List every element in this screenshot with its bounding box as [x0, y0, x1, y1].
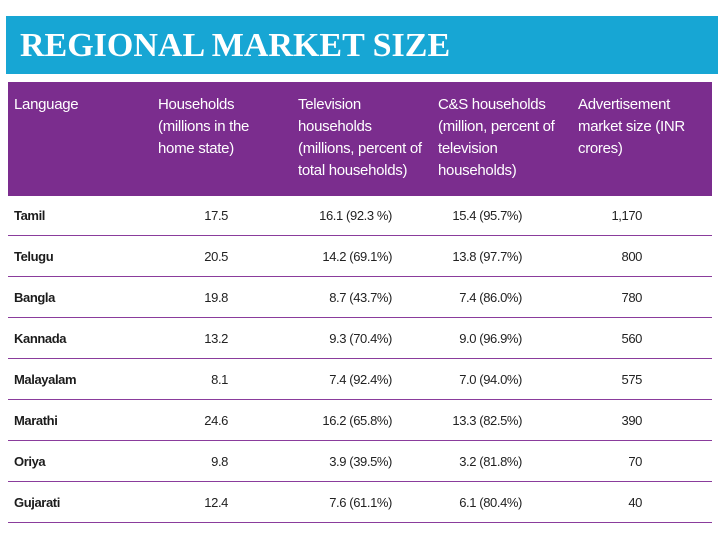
cell-language: Telugu	[14, 248, 54, 264]
cell-cs-households: 9.0 (96.9%)	[459, 330, 522, 346]
cell-ad-market-size: 800	[621, 248, 643, 264]
cell-cs-households: 6.1 (80.4%)	[459, 494, 522, 510]
cell-language: Bangla	[14, 289, 55, 305]
table-row: Oriya 9.8 3.9 (39.5%) 3.2 (81.8%) 70	[8, 441, 712, 482]
cell-tv-households: 8.7 (43.7%)	[329, 289, 392, 305]
cell-households: 8.1	[211, 371, 228, 387]
cell-households: 19.8	[204, 289, 228, 305]
cell-tv-households: 3.9 (39.5%)	[329, 453, 392, 469]
header-language: Language	[14, 96, 79, 113]
cell-ad-market-size: 70	[628, 453, 642, 469]
cell-households: 20.5	[204, 248, 228, 264]
cell-ad-market-size: 390	[621, 412, 643, 428]
cell-ad-market-size: 560	[621, 330, 643, 346]
header-cs-households: C&S households (million, percent of tele…	[438, 96, 555, 179]
table-header: Language Households (millions in the hom…	[8, 82, 712, 195]
cell-cs-households: 7.0 (94.0%)	[459, 371, 522, 387]
cell-households: 24.6	[204, 412, 228, 428]
slide-title-bar: REGIONAL MARKET SIZE	[6, 16, 718, 74]
cell-cs-households: 15.4 (95.7%)	[452, 208, 522, 223]
header-row: Language Households (millions in the hom…	[8, 82, 712, 195]
table-body: Tamil 17.5 16.1 (92.3 %) 15.4 (95.7%) 1,…	[8, 194, 712, 523]
table-row: Gujarati 12.4 7.6 (61.1%) 6.1 (80.4%) 40	[8, 482, 712, 523]
cell-tv-households: 9.3 (70.4%)	[329, 330, 392, 346]
cell-language: Malayalam	[14, 371, 77, 387]
market-size-table: Language Households (millions in the hom…	[8, 82, 712, 523]
cell-households: 13.2	[204, 330, 228, 346]
table-row: Malayalam 8.1 7.4 (92.4%) 7.0 (94.0%) 57…	[8, 359, 712, 400]
cell-households: 17.5	[204, 208, 228, 223]
cell-cs-households: 3.2 (81.8%)	[459, 453, 522, 469]
cell-ad-market-size: 1,170	[611, 208, 642, 223]
cell-cs-households: 13.8 (97.7%)	[452, 248, 522, 264]
market-size-table-container: Language Households (millions in the hom…	[8, 82, 712, 523]
cell-cs-households: 7.4 (86.0%)	[459, 289, 522, 305]
table-row: Telugu 20.5 14.2 (69.1%) 13.8 (97.7%) 80…	[8, 236, 712, 277]
header-households: Households (millions in the home state)	[158, 96, 250, 157]
cell-tv-households: 14.2 (69.1%)	[322, 248, 392, 264]
cell-households: 9.8	[211, 453, 228, 469]
header-television-households: Television households (millions, percent…	[298, 96, 422, 179]
header-ad-market-size: Advertisement market size (INR crores)	[578, 96, 685, 157]
cell-language: Marathi	[14, 412, 58, 428]
cell-language: Gujarati	[14, 494, 60, 510]
table-row: Tamil 17.5 16.1 (92.3 %) 15.4 (95.7%) 1,…	[8, 194, 712, 236]
cell-language: Tamil	[14, 208, 45, 223]
cell-ad-market-size: 575	[621, 371, 643, 387]
cell-tv-households: 7.4 (92.4%)	[329, 371, 392, 387]
cell-tv-households: 16.1 (92.3 %)	[319, 208, 392, 223]
cell-cs-households: 13.3 (82.5%)	[452, 412, 522, 428]
table-row: Marathi 24.6 16.2 (65.8%) 13.3 (82.5%) 3…	[8, 400, 712, 441]
cell-ad-market-size: 780	[621, 289, 643, 305]
slide-title: REGIONAL MARKET SIZE	[20, 27, 451, 64]
table-row: Bangla 19.8 8.7 (43.7%) 7.4 (86.0%) 780	[8, 277, 712, 318]
cell-language: Oriya	[14, 453, 46, 469]
cell-tv-households: 16.2 (65.8%)	[322, 412, 392, 428]
table-row: Kannada 13.2 9.3 (70.4%) 9.0 (96.9%) 560	[8, 318, 712, 359]
cell-households: 12.4	[204, 494, 228, 510]
cell-language: Kannada	[14, 330, 67, 346]
cell-tv-households: 7.6 (61.1%)	[329, 494, 392, 510]
cell-ad-market-size: 40	[628, 494, 642, 510]
